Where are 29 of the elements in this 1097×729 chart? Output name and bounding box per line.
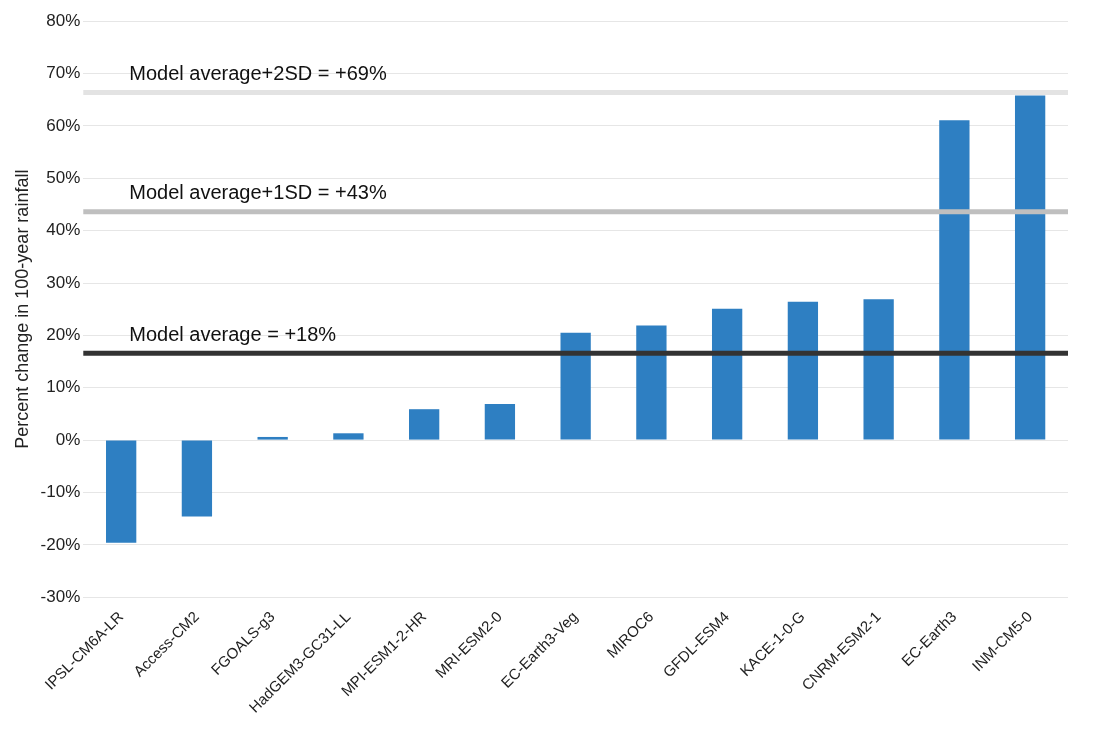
bar xyxy=(939,120,970,440)
y-tick-label: 10% xyxy=(46,377,81,397)
bar xyxy=(636,325,667,440)
ref-line-label: Model average+1SD = +43% xyxy=(129,181,387,204)
y-tick-label: 60% xyxy=(46,115,81,135)
bar xyxy=(333,433,364,440)
y-tick-label: 70% xyxy=(46,63,81,83)
bar xyxy=(257,436,288,440)
bar xyxy=(787,301,819,440)
ref-line-label: Model average+2SD = +69% xyxy=(129,61,387,84)
bar xyxy=(1014,95,1046,440)
y-tick-label: 40% xyxy=(46,220,81,240)
bar xyxy=(711,308,743,440)
y-tick-label: -20% xyxy=(40,534,81,554)
y-tick-label: 30% xyxy=(46,272,81,292)
ref-line-label: Model average = +18% xyxy=(129,322,337,345)
bar xyxy=(863,299,894,440)
y-tick-label: 80% xyxy=(46,10,81,30)
y-tick-label: 20% xyxy=(46,325,81,345)
bar xyxy=(409,409,440,440)
y-axis-title: Percent change in 100-year rainfall xyxy=(11,169,32,449)
bar xyxy=(484,403,516,440)
y-tick-label: -30% xyxy=(40,586,81,606)
y-tick-label: 50% xyxy=(46,167,81,187)
y-tick-label: -10% xyxy=(40,482,81,502)
y-tick-label: 0% xyxy=(55,429,81,449)
bar xyxy=(560,332,591,440)
bar xyxy=(106,440,137,543)
bar xyxy=(181,440,213,517)
